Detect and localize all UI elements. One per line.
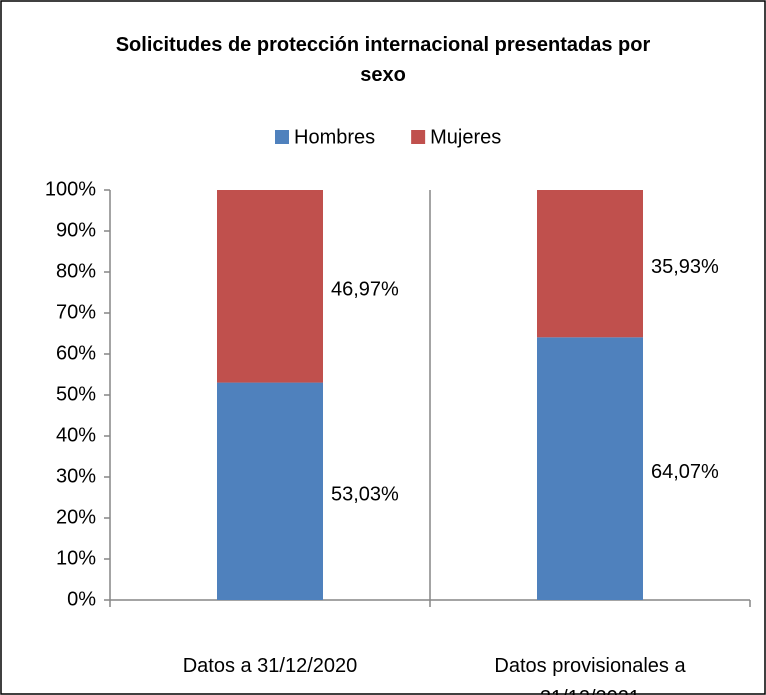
y-tick-label: 70% — [56, 301, 96, 323]
data-label: 46,97% — [331, 279, 399, 301]
y-tick-label: 40% — [56, 424, 96, 446]
legend-swatch — [275, 130, 289, 144]
data-label: 53,03% — [331, 484, 399, 506]
bar-segment — [217, 190, 323, 383]
y-tick-label: 60% — [56, 342, 96, 364]
y-tick-label: 50% — [56, 383, 96, 405]
y-tick-label: 80% — [56, 260, 96, 282]
y-tick-label: 100% — [45, 178, 96, 200]
legend-label: Mujeres — [430, 126, 501, 148]
bar-segment — [217, 382, 323, 600]
y-tick-label: 10% — [56, 547, 96, 569]
x-tick-label: Datos a 31/12/2020 — [182, 655, 358, 677]
data-label: 35,93% — [651, 256, 719, 278]
chart-title: Solicitudes de protección internacional … — [115, 34, 651, 86]
data-label: 64,07% — [651, 461, 719, 483]
y-tick-label: 0% — [67, 588, 96, 610]
legend-swatch — [411, 130, 426, 144]
bar-segment — [537, 190, 643, 338]
y-tick-label: 20% — [56, 506, 96, 528]
x-tick-label: Datos provisionales a 31/12/2021 — [494, 655, 686, 695]
bar-segment — [537, 337, 643, 600]
legend-label: Hombres — [294, 126, 375, 148]
y-tick-label: 30% — [56, 465, 96, 487]
y-tick-label: 90% — [56, 219, 96, 241]
